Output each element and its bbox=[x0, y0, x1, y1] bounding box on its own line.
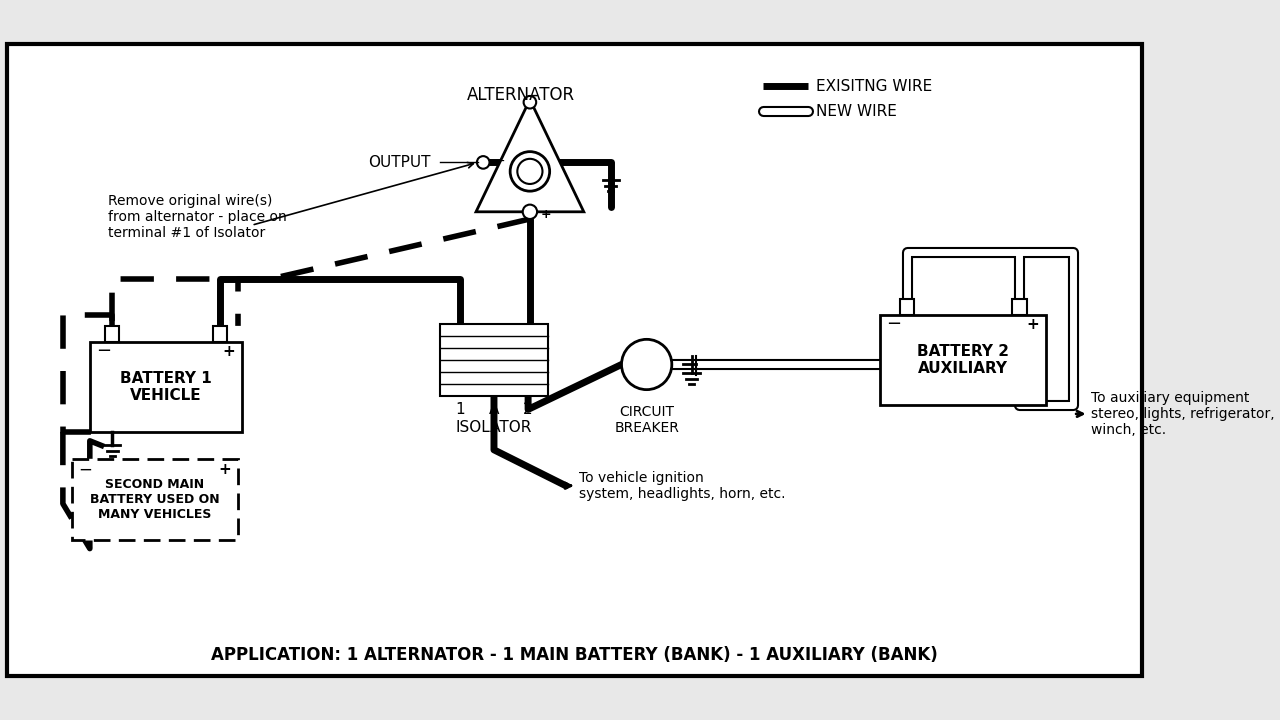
Text: +: + bbox=[218, 462, 230, 477]
Text: +: + bbox=[540, 208, 552, 221]
Text: SECOND MAIN
BATTERY USED ON
MANY VEHICLES: SECOND MAIN BATTERY USED ON MANY VEHICLE… bbox=[90, 477, 220, 521]
Circle shape bbox=[511, 152, 549, 191]
Circle shape bbox=[517, 159, 543, 184]
Circle shape bbox=[524, 96, 536, 109]
Text: Remove original wire(s)
from alternator - place on
terminal #1 of Isolator: Remove original wire(s) from alternator … bbox=[108, 194, 287, 240]
Text: EXISITNG WIRE: EXISITNG WIRE bbox=[815, 78, 932, 94]
Bar bbox=[881, 315, 1046, 405]
Text: APPLICATION: 1 ALTERNATOR - 1 MAIN BATTERY (BANK) - 1 AUXILIARY (BANK): APPLICATION: 1 ALTERNATOR - 1 MAIN BATTE… bbox=[211, 646, 938, 664]
Text: A: A bbox=[489, 402, 499, 417]
Text: −: − bbox=[96, 342, 111, 360]
Text: −: − bbox=[78, 461, 92, 479]
Text: 2: 2 bbox=[524, 402, 532, 417]
Circle shape bbox=[622, 339, 672, 390]
Bar bbox=[72, 459, 238, 539]
Text: To vehicle ignition
system, headlights, horn, etc.: To vehicle ignition system, headlights, … bbox=[564, 471, 786, 501]
Text: ALTERNATOR: ALTERNATOR bbox=[467, 86, 575, 104]
Polygon shape bbox=[476, 99, 584, 212]
Bar bbox=[105, 326, 119, 342]
Circle shape bbox=[522, 204, 538, 219]
Bar bbox=[440, 324, 548, 396]
Text: 1: 1 bbox=[454, 402, 465, 417]
Text: ISOLATOR: ISOLATOR bbox=[456, 420, 532, 435]
Text: −: − bbox=[494, 153, 506, 168]
Text: BATTERY 2
AUXILIARY: BATTERY 2 AUXILIARY bbox=[918, 344, 1009, 376]
Text: NEW WIRE: NEW WIRE bbox=[815, 104, 896, 119]
Text: +: + bbox=[1027, 317, 1039, 332]
Text: +: + bbox=[223, 343, 236, 359]
Bar bbox=[212, 326, 228, 342]
Bar bbox=[90, 342, 242, 432]
Text: OUTPUT: OUTPUT bbox=[369, 155, 431, 170]
Text: BATTERY 1
VEHICLE: BATTERY 1 VEHICLE bbox=[120, 371, 212, 403]
Text: To auxiliary equipment
stereo, lights, refrigerator,
winch, etc.: To auxiliary equipment stereo, lights, r… bbox=[1076, 391, 1275, 437]
Bar bbox=[900, 299, 914, 315]
Text: CIRCUIT
BREAKER: CIRCUIT BREAKER bbox=[614, 405, 680, 435]
Text: −: − bbox=[886, 315, 901, 333]
Bar bbox=[1012, 299, 1027, 315]
Circle shape bbox=[477, 156, 489, 168]
